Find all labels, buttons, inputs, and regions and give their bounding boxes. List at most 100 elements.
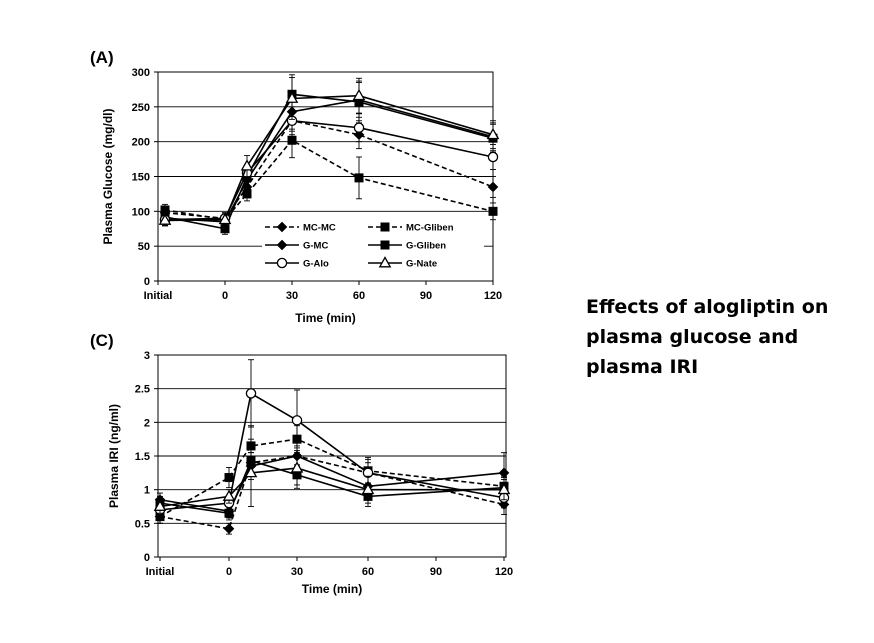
data-point xyxy=(160,205,170,215)
series-line xyxy=(164,139,494,221)
legend-swatch-marker xyxy=(276,239,288,251)
data-point xyxy=(361,482,375,495)
data-point xyxy=(245,388,257,399)
x-axis-title: Time (min) xyxy=(302,582,362,596)
chart-glucose: (A) 0 50 100 150 200 250 300 Initial 0 30 60 90 120 Ti… xyxy=(90,48,502,325)
data-point xyxy=(242,189,252,199)
data-point xyxy=(486,127,500,140)
data-point xyxy=(223,523,235,535)
x-tick-label: Initial xyxy=(144,290,173,302)
series-line xyxy=(159,455,505,513)
series-mc-gliben xyxy=(160,122,498,226)
data-point xyxy=(287,135,297,145)
data-point xyxy=(488,206,498,216)
legend-swatch-marker xyxy=(276,221,288,233)
data-point xyxy=(352,88,366,101)
x-tick-label: 30 xyxy=(291,566,303,578)
legend-box xyxy=(262,219,484,274)
y-tick-label: 1.5 xyxy=(135,451,150,463)
data-point xyxy=(244,466,258,478)
data-point xyxy=(353,122,365,133)
series-mc-gliben xyxy=(155,425,509,524)
x-tick-label: 90 xyxy=(420,290,432,302)
series-line xyxy=(159,392,505,511)
x-tick-label: 60 xyxy=(353,290,365,302)
legend-swatch-marker xyxy=(380,222,390,232)
y-tick-label: 300 xyxy=(132,67,150,79)
y-axis-title: Plasma Glucose (mg/dl) xyxy=(101,108,115,244)
legend-swatch-marker xyxy=(276,257,288,269)
series-line xyxy=(159,438,505,518)
legend-entry-g-gliben: G-Gliben xyxy=(368,240,446,252)
data-point xyxy=(290,461,304,473)
series-line xyxy=(159,459,505,515)
data-point xyxy=(498,467,510,479)
legend-label: G-Gliben xyxy=(406,241,446,252)
y-tick-label: 0 xyxy=(144,276,150,288)
legend-label: G-Alo xyxy=(303,259,329,270)
legend: MC-MC MC-Gliben G-MC G-Gliben G-Alo G-Nate xyxy=(262,219,484,274)
y-tick-label: 100 xyxy=(132,206,150,218)
panel-label-glucose: (A) xyxy=(90,48,114,67)
caption-line-1: Effects of alogliptin on xyxy=(586,296,829,318)
figure-caption: Effects of alogliptin on plasma glucose … xyxy=(586,292,856,382)
legend-label: G-Nate xyxy=(406,259,437,270)
series-line xyxy=(159,455,505,530)
legend-label: MC-MC xyxy=(303,223,336,234)
series-mc-mc xyxy=(159,109,499,225)
data-point xyxy=(354,173,364,183)
legend-entry-mc-mc: MC-MC xyxy=(265,221,336,234)
y-tick-label: 1 xyxy=(144,485,150,497)
series-g-gliben xyxy=(155,446,509,521)
caption-line-3: plasma IRI xyxy=(586,356,699,378)
data-point xyxy=(224,473,234,483)
series-line xyxy=(164,93,494,230)
data-point xyxy=(497,482,511,495)
caption-line-2: plasma glucose and xyxy=(586,326,799,348)
x-tick-label: 30 xyxy=(286,290,298,302)
data-point xyxy=(158,213,172,225)
y-tick-label: 0 xyxy=(144,552,150,564)
plot-frame xyxy=(157,354,507,558)
y-tick-label: 250 xyxy=(132,102,150,114)
y-tick-label: 200 xyxy=(132,137,150,149)
series-g-gliben xyxy=(160,74,498,235)
data-point xyxy=(291,415,303,426)
data-point xyxy=(487,181,499,193)
legend-entry-g-mc: G-MC xyxy=(265,239,328,252)
legend-swatch-marker xyxy=(380,240,390,250)
y-tick-label: 150 xyxy=(132,172,150,184)
x-tick-label: 0 xyxy=(222,290,228,302)
y-tick-label: 2 xyxy=(144,417,150,429)
data-point xyxy=(222,489,236,501)
data-point xyxy=(285,91,299,103)
y-tick-label: 0.5 xyxy=(135,518,150,530)
series-g-nate xyxy=(153,438,511,514)
data-point xyxy=(218,212,232,225)
legend-label: G-MC xyxy=(303,241,328,252)
series-g-mc xyxy=(159,81,499,228)
series-g-nate xyxy=(158,77,500,227)
data-point xyxy=(224,508,234,518)
y-tick-label: 3 xyxy=(144,350,150,362)
panel-label-iri: (C) xyxy=(90,331,114,350)
chart-iri: (C) 0 0.5 1 1.5 2 2.5 3 Initial 0 30 60 90 120 Time (m… xyxy=(90,331,513,596)
x-tick-label: 90 xyxy=(430,566,442,578)
y-tick-label: 2.5 xyxy=(135,384,150,396)
x-tick-label: 120 xyxy=(495,566,513,578)
x-tick-label: Initial xyxy=(146,566,175,578)
data-point xyxy=(153,499,167,511)
data-point xyxy=(220,224,230,234)
x-axis-title: Time (min) xyxy=(295,311,355,325)
y-axis-title: Plasma IRI (ng/ml) xyxy=(107,404,121,508)
x-tick-label: 0 xyxy=(226,566,232,578)
series-line xyxy=(164,99,494,223)
series-line xyxy=(159,467,504,508)
legend-label: MC-Gliben xyxy=(406,223,454,234)
series-line xyxy=(164,119,494,220)
legend-swatch-marker xyxy=(378,256,392,268)
series-line xyxy=(164,119,494,221)
x-tick-label: 120 xyxy=(484,290,502,302)
series-g-alo xyxy=(154,359,510,518)
